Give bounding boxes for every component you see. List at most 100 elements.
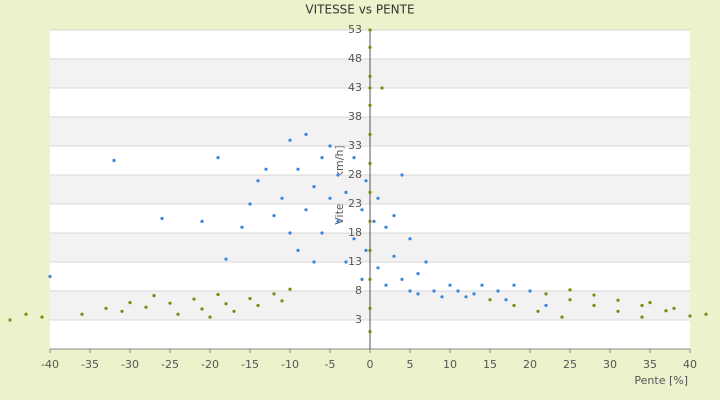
point bbox=[544, 292, 548, 296]
x-tick-label: -20 bbox=[201, 358, 219, 371]
point bbox=[544, 303, 548, 308]
point bbox=[256, 303, 260, 308]
point bbox=[536, 309, 540, 313]
point bbox=[368, 219, 372, 223]
x-tick-label: 30 bbox=[603, 358, 617, 371]
x-tick-label: 20 bbox=[523, 358, 537, 371]
point bbox=[360, 277, 364, 281]
point bbox=[368, 28, 372, 32]
point bbox=[344, 190, 348, 194]
point bbox=[40, 315, 44, 319]
point bbox=[392, 214, 396, 218]
point bbox=[248, 202, 252, 206]
point bbox=[376, 196, 380, 200]
x-tick-label: -10 bbox=[281, 358, 299, 371]
point bbox=[8, 318, 12, 322]
point bbox=[288, 287, 292, 291]
point bbox=[664, 309, 668, 313]
point bbox=[440, 295, 444, 299]
y-tick-label: 3 bbox=[355, 313, 362, 326]
point bbox=[568, 288, 572, 292]
point bbox=[80, 312, 84, 316]
point bbox=[380, 86, 384, 90]
point bbox=[200, 307, 204, 311]
point bbox=[256, 179, 260, 183]
y-tick-label: 18 bbox=[348, 226, 362, 239]
point bbox=[528, 289, 532, 293]
point bbox=[496, 289, 500, 293]
point bbox=[232, 309, 236, 313]
point bbox=[336, 219, 340, 223]
x-tick-label: 5 bbox=[407, 358, 414, 371]
x-tick-label: 10 bbox=[443, 358, 457, 371]
point bbox=[248, 296, 252, 301]
point bbox=[144, 305, 148, 309]
x-tick-label: -5 bbox=[325, 358, 336, 371]
point bbox=[368, 190, 372, 194]
point bbox=[360, 208, 364, 212]
point bbox=[704, 312, 708, 316]
point bbox=[320, 231, 324, 235]
point bbox=[200, 219, 204, 223]
point bbox=[408, 237, 412, 241]
point bbox=[364, 179, 368, 183]
point bbox=[304, 132, 308, 136]
point bbox=[328, 196, 332, 200]
y-tick-label: 23 bbox=[348, 197, 362, 210]
point bbox=[488, 298, 492, 302]
point bbox=[368, 248, 372, 252]
point bbox=[368, 74, 372, 78]
point bbox=[640, 303, 644, 308]
point bbox=[432, 289, 436, 293]
chart-title: VITESSE vs PENTE bbox=[305, 3, 414, 17]
point bbox=[464, 295, 468, 299]
point bbox=[372, 219, 376, 223]
x-tick-label: -30 bbox=[121, 358, 139, 371]
x-tick-label: -15 bbox=[241, 358, 259, 371]
point bbox=[352, 237, 356, 241]
point bbox=[560, 315, 564, 319]
point bbox=[216, 156, 220, 160]
point bbox=[328, 144, 332, 148]
point bbox=[104, 306, 108, 310]
y-tick-label: 28 bbox=[348, 168, 362, 181]
point bbox=[592, 293, 596, 297]
x-tick-label: -40 bbox=[41, 358, 59, 371]
point bbox=[384, 283, 388, 287]
point bbox=[48, 274, 52, 279]
point bbox=[416, 272, 420, 276]
point bbox=[320, 156, 324, 160]
point bbox=[568, 298, 572, 302]
point bbox=[672, 306, 676, 310]
point bbox=[312, 185, 316, 189]
y-tick-label: 43 bbox=[348, 81, 362, 94]
point bbox=[368, 86, 372, 90]
point bbox=[648, 301, 652, 305]
point bbox=[120, 309, 124, 313]
point bbox=[152, 294, 156, 298]
point bbox=[384, 225, 388, 229]
point bbox=[368, 103, 372, 107]
point bbox=[400, 173, 404, 177]
point bbox=[376, 266, 380, 270]
point bbox=[224, 257, 228, 261]
point bbox=[336, 173, 340, 177]
point bbox=[280, 299, 284, 303]
point bbox=[368, 277, 372, 281]
point bbox=[296, 248, 300, 252]
point bbox=[368, 161, 372, 165]
point bbox=[272, 292, 276, 296]
x-tick-label: 35 bbox=[643, 358, 657, 371]
point bbox=[288, 231, 292, 235]
point bbox=[424, 260, 428, 264]
point bbox=[240, 225, 244, 229]
point bbox=[344, 260, 348, 264]
point bbox=[392, 254, 396, 258]
point bbox=[264, 167, 268, 171]
point bbox=[112, 158, 116, 163]
point bbox=[456, 289, 460, 293]
point bbox=[224, 302, 228, 306]
point bbox=[504, 298, 508, 302]
